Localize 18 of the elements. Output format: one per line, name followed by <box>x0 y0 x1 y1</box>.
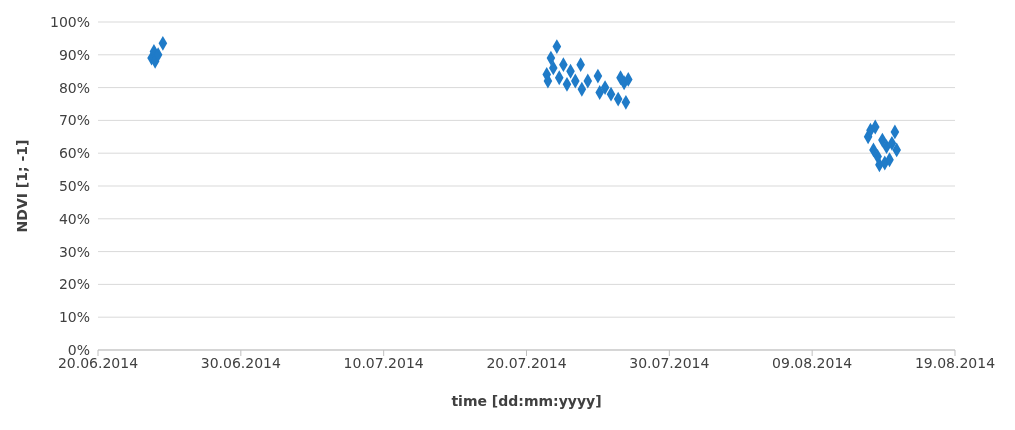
y-tick-label: 60% <box>58 145 90 162</box>
x-tick-label: 19.08.2014 <box>914 354 996 371</box>
y-tick-label: 20% <box>58 276 90 293</box>
y-tick-label: 70% <box>58 112 90 129</box>
y-tick-label: 10% <box>58 309 90 326</box>
y-tick-label: 100% <box>49 13 90 30</box>
y-tick-label: 90% <box>58 46 90 63</box>
x-tick-label: 30.07.2014 <box>629 354 710 371</box>
y-tick-label: 50% <box>58 177 90 194</box>
y-tick-label: 40% <box>58 210 90 227</box>
y-axis-title: NDVI [1; -1] <box>13 139 30 233</box>
x-axis-title: time [dd:mm:yyyy] <box>451 393 602 409</box>
x-tick-label: 30.06.2014 <box>200 354 281 371</box>
x-tick-label: 20.07.2014 <box>486 354 567 371</box>
y-tick-label: 30% <box>58 243 90 260</box>
x-tick-label: 10.07.2014 <box>343 354 424 371</box>
x-tick-label: 09.08.2014 <box>772 354 853 371</box>
y-tick-label: 80% <box>58 79 90 96</box>
